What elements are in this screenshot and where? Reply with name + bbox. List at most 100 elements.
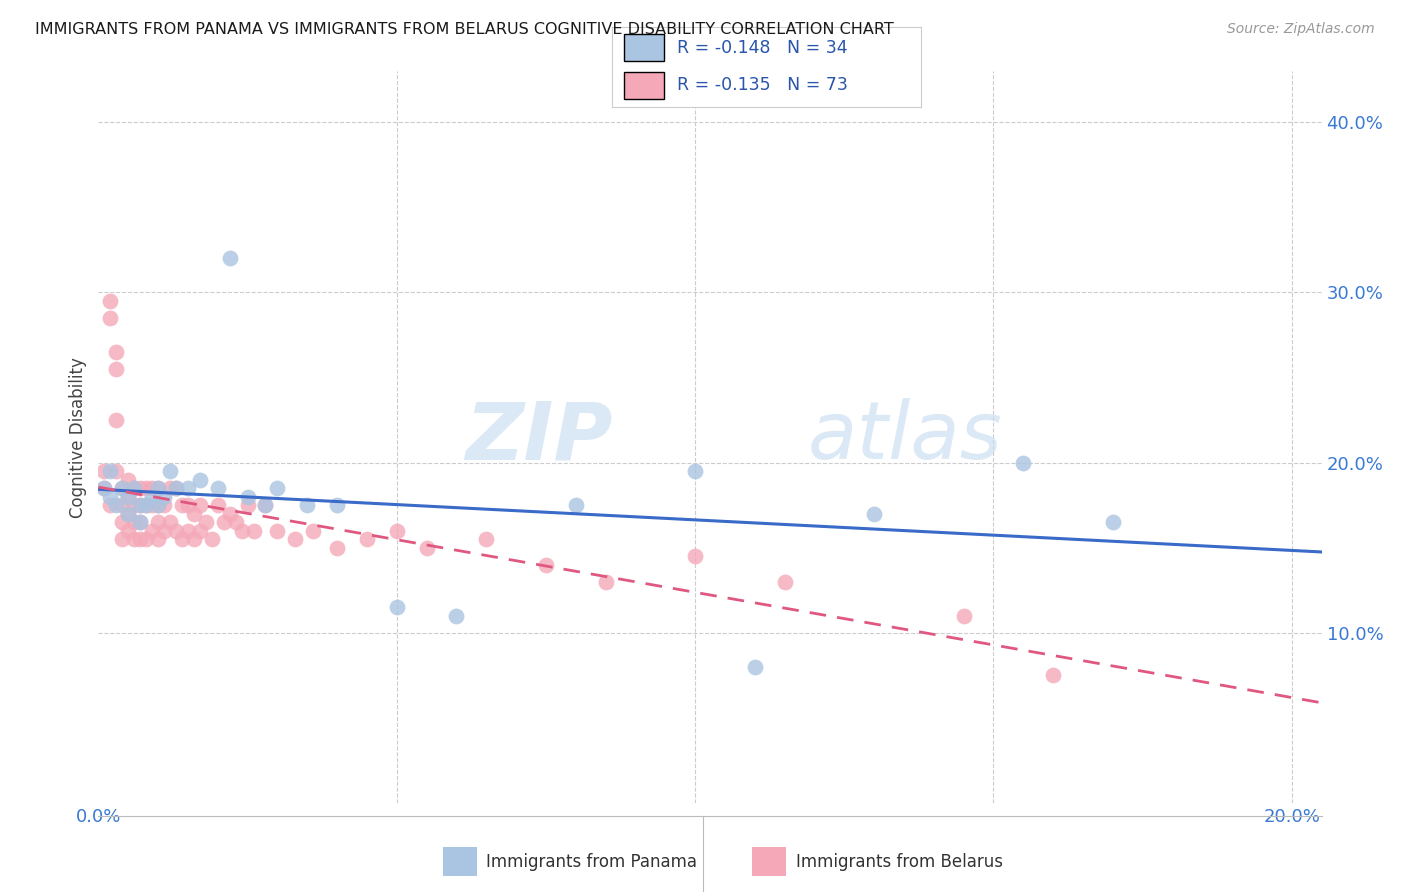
Point <box>863 507 886 521</box>
Point <box>117 507 139 521</box>
Point <box>122 498 145 512</box>
Point <box>201 532 224 546</box>
Point <box>773 574 796 589</box>
Text: Source: ZipAtlas.com: Source: ZipAtlas.com <box>1227 22 1375 37</box>
Point <box>135 481 157 495</box>
Y-axis label: Cognitive Disability: Cognitive Disability <box>69 357 87 517</box>
Point <box>153 490 176 504</box>
Point <box>177 481 200 495</box>
Point <box>254 498 277 512</box>
Point <box>105 464 128 478</box>
Point <box>98 311 121 326</box>
Point <box>135 498 157 512</box>
Point <box>146 515 169 529</box>
Point <box>153 524 176 538</box>
Point <box>1101 515 1123 529</box>
Point <box>170 498 193 512</box>
Point <box>165 481 187 495</box>
FancyBboxPatch shape <box>624 34 664 62</box>
Point <box>207 481 229 495</box>
Point <box>135 498 157 512</box>
Point <box>129 515 152 529</box>
Point <box>212 515 235 529</box>
Point <box>177 498 200 512</box>
Text: IMMIGRANTS FROM PANAMA VS IMMIGRANTS FROM BELARUS COGNITIVE DISABILITY CORRELATI: IMMIGRANTS FROM PANAMA VS IMMIGRANTS FRO… <box>35 22 894 37</box>
Point <box>117 490 139 504</box>
Point <box>266 481 288 495</box>
Point <box>141 490 163 504</box>
Point <box>207 498 229 512</box>
Point <box>105 498 128 512</box>
Point <box>475 532 498 546</box>
Point <box>111 532 134 546</box>
Point <box>117 473 139 487</box>
Point <box>254 498 277 512</box>
Point <box>302 524 325 538</box>
Point <box>194 515 217 529</box>
Point <box>236 490 259 504</box>
Point <box>129 481 152 495</box>
Point <box>165 481 187 495</box>
Point <box>356 532 378 546</box>
Point <box>952 608 974 623</box>
Point <box>595 574 617 589</box>
Point <box>122 481 145 495</box>
Point <box>188 473 211 487</box>
Point <box>297 498 319 512</box>
Point <box>188 498 211 512</box>
Point <box>98 498 121 512</box>
Point <box>146 532 169 546</box>
Point <box>218 507 240 521</box>
Point <box>111 498 134 512</box>
Point <box>122 515 145 529</box>
Point <box>98 293 121 308</box>
Point <box>129 498 152 512</box>
Point <box>165 524 187 538</box>
Point <box>111 515 134 529</box>
Text: R = -0.135   N = 73: R = -0.135 N = 73 <box>676 77 848 95</box>
Point <box>683 464 706 478</box>
Text: R = -0.148   N = 34: R = -0.148 N = 34 <box>676 38 848 56</box>
Point <box>231 524 253 538</box>
Point <box>93 464 115 478</box>
Text: Immigrants from Belarus: Immigrants from Belarus <box>796 853 1002 871</box>
Point <box>177 524 200 538</box>
Point <box>105 345 128 359</box>
Point <box>326 541 349 555</box>
Point <box>117 524 139 538</box>
Point <box>93 481 115 495</box>
Text: Immigrants from Panama: Immigrants from Panama <box>486 853 697 871</box>
Text: atlas: atlas <box>808 398 1002 476</box>
FancyBboxPatch shape <box>624 71 664 99</box>
Point <box>146 481 169 495</box>
Point <box>326 498 349 512</box>
Point <box>284 532 307 546</box>
Point <box>1012 456 1035 470</box>
Point <box>98 464 121 478</box>
Point <box>242 524 264 538</box>
Point <box>129 498 152 512</box>
Point <box>744 659 766 673</box>
Point <box>153 498 176 512</box>
Point <box>146 498 169 512</box>
Point <box>141 498 163 512</box>
Point <box>683 549 706 563</box>
Point <box>266 524 288 538</box>
Point <box>122 532 145 546</box>
Point <box>146 481 169 495</box>
Point <box>111 481 134 495</box>
Point <box>385 524 408 538</box>
Point <box>105 362 128 376</box>
Point <box>446 608 468 623</box>
Point <box>129 515 152 529</box>
Point <box>159 481 181 495</box>
Point <box>117 507 139 521</box>
Point <box>385 600 408 615</box>
Point <box>141 481 163 495</box>
Point <box>218 252 240 266</box>
Point <box>170 532 193 546</box>
Point <box>188 524 211 538</box>
Point <box>183 532 205 546</box>
Point <box>159 464 181 478</box>
Point <box>146 498 169 512</box>
